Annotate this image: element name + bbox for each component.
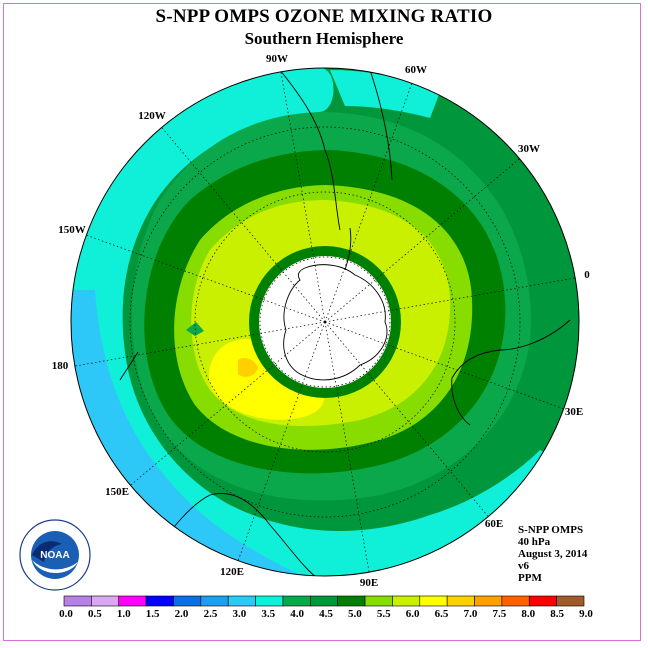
colorbar-tick-label: 5.0 <box>348 608 362 620</box>
colorbar-swatch <box>63 595 92 607</box>
field-3p5-patch <box>330 70 440 118</box>
longitude-labels: 90W 60W 30W 0 30E 60E 90E 120E 150E 180 150W 120W <box>52 53 591 589</box>
colorbar-tick-label: 7.5 <box>492 608 507 620</box>
colorbar-tick-label: 8.0 <box>521 608 536 620</box>
south-america-coast <box>279 69 393 231</box>
colorbar-swatch <box>419 595 448 607</box>
colorbar-tick-label: 0.0 <box>59 608 73 620</box>
colorbar-tick-label: 6.5 <box>434 608 449 620</box>
info-version: v6 <box>518 560 529 572</box>
map-boundary <box>70 67 580 577</box>
longitude-label: 60E <box>485 518 503 530</box>
longitude-label: 150E <box>105 486 129 498</box>
longitude-label: 120W <box>138 110 166 122</box>
colorbar-swatch <box>501 595 530 607</box>
colorbar-tick-label: 1.5 <box>145 608 160 620</box>
colorbar-tick-label: 4.0 <box>290 608 304 620</box>
longitude-label: 90W <box>266 53 288 65</box>
colorbar-tick-label: 3.0 <box>232 608 247 620</box>
field-6p5-spot <box>238 357 258 377</box>
colorbar-swatch <box>91 595 120 607</box>
colorbar-tick-label: 1.0 <box>116 608 131 620</box>
antarctic-peninsula <box>344 227 352 271</box>
colorbar-tick-label: 0.5 <box>88 608 102 620</box>
info-level: 40 hPa <box>518 536 551 548</box>
colorbar-swatch <box>446 595 475 607</box>
latitude-circle <box>259 256 391 388</box>
longitude-label: 30W <box>518 143 540 155</box>
latitude-circle <box>194 191 456 453</box>
colorbar-swatch <box>255 595 284 607</box>
colorbar-swatch <box>282 595 311 607</box>
colorbar-tick-label: 4.5 <box>319 608 333 620</box>
latitude-circle <box>129 126 521 518</box>
colorbar-tick-label: 3.5 <box>261 608 276 620</box>
page-frame <box>3 3 641 641</box>
colorbar-swatch <box>474 595 503 607</box>
colorbar-swatch <box>200 595 229 607</box>
colorbar-swatch <box>392 595 421 607</box>
australia-coast <box>149 493 321 576</box>
colorbar-tick-label: 2.5 <box>203 608 218 620</box>
logo-wave <box>32 560 78 573</box>
coastlines <box>119 69 571 576</box>
longitude-label: 30E <box>565 406 583 418</box>
colorbar-swatch <box>528 595 557 607</box>
map-title: S-NPP OMPS OZONE MIXING RATIO <box>155 6 493 27</box>
noaa-logo: NOAA <box>19 519 91 591</box>
info-instrument: S-NPP OMPS <box>518 524 584 536</box>
colorbar-swatch <box>227 595 256 607</box>
colorbar-tick-label: 7.0 <box>463 608 478 620</box>
logo-bird <box>32 541 62 562</box>
colorbar <box>63 595 585 607</box>
colorbar-swatch <box>556 595 585 607</box>
colorbar-tick-label: 6.0 <box>405 608 420 620</box>
colorbar-swatch <box>310 595 338 607</box>
colorbar-tick-label: 2.0 <box>174 608 189 620</box>
colorbar-tick-label: 5.5 <box>376 608 391 620</box>
info-date: August 3, 2014 <box>518 548 588 560</box>
new-zealand-coast <box>119 351 139 381</box>
africa-coast <box>451 319 571 426</box>
antarctica-coast <box>283 264 388 381</box>
map-subtitle: Southern Hemisphere <box>244 29 404 48</box>
colorbar-swatch <box>173 595 202 607</box>
colorbar-swatch <box>118 595 147 607</box>
colorbar-swatch <box>364 595 393 607</box>
graticule <box>74 71 576 573</box>
longitude-label: 0 <box>584 269 590 281</box>
colorbar-tick-label: 9.0 <box>579 608 593 620</box>
colorbar-swatch <box>337 595 366 607</box>
longitude-label: 120E <box>220 566 244 578</box>
longitude-label: 150W <box>58 224 86 236</box>
colorbar-swatch <box>145 595 174 607</box>
longitude-label: 90E <box>360 577 378 589</box>
longitude-label: 60W <box>405 64 427 76</box>
longitude-label: 180 <box>52 360 69 372</box>
info-units: PPM <box>518 572 542 584</box>
colorbar-tick-label: 8.5 <box>550 608 564 620</box>
info-block: S-NPP OMPS 40 hPa August 3, 2014 v6 PPM <box>518 524 587 584</box>
logo-text: NOAA <box>40 550 69 561</box>
